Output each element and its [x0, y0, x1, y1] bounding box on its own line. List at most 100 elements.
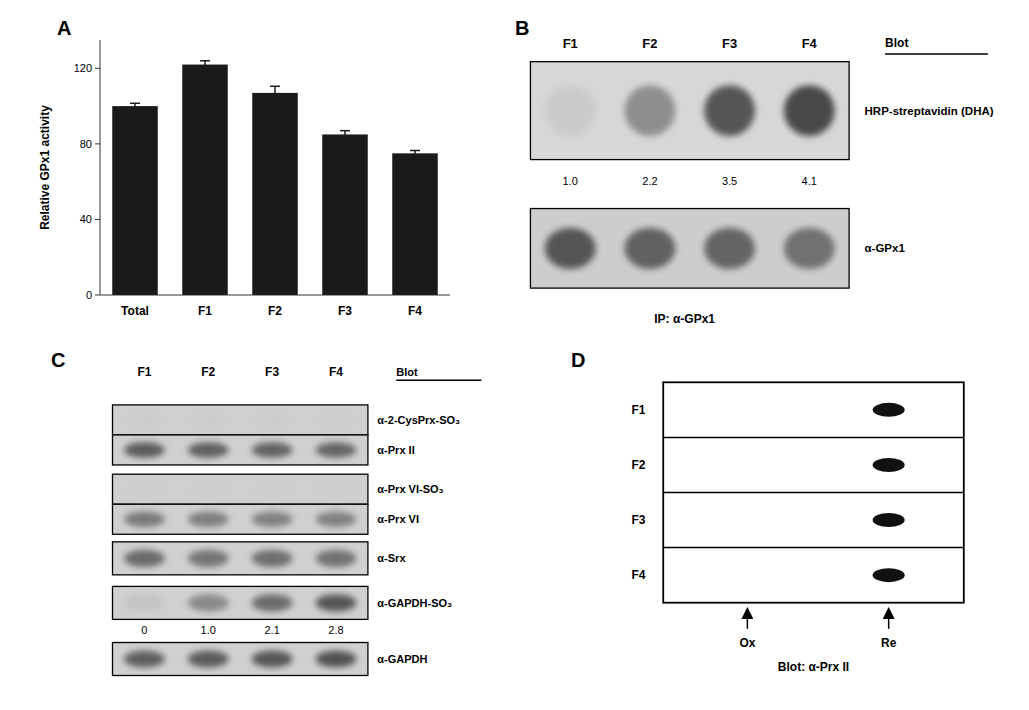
blot-box: [112, 474, 367, 504]
spot: [873, 568, 905, 582]
error-bar: [344, 131, 346, 139]
band-value: 1.0: [563, 175, 578, 187]
x-tick-label: Total: [121, 304, 149, 318]
blot-row: [112, 405, 367, 435]
blot-row: [112, 542, 367, 575]
band: [252, 412, 293, 428]
band-value: 4.1: [802, 175, 817, 187]
y-tick: [95, 219, 100, 220]
row-divider: [663, 437, 964, 439]
bands: [124, 511, 356, 527]
error-cap: [130, 103, 140, 105]
bands: [124, 442, 356, 458]
row-label: F1: [632, 403, 646, 417]
arrow: [888, 610, 890, 629]
bar: [182, 65, 228, 295]
blot-header: Blot: [885, 36, 908, 50]
blot-row: [112, 643, 367, 676]
row-label: F4: [632, 568, 646, 582]
lane-label: F1: [563, 36, 578, 51]
band: [784, 228, 835, 269]
band: [124, 481, 165, 497]
bands: [124, 650, 356, 667]
row-label: α-Prx VI-SO₃: [377, 483, 443, 495]
error-cap: [340, 137, 350, 139]
bands: [545, 85, 835, 136]
row-label: α-GAPDH: [377, 653, 427, 665]
x-tick-label: F4: [408, 304, 422, 318]
row-divider: [663, 547, 964, 549]
band: [784, 85, 835, 136]
row-label: HRP-streptavidin (DHA): [865, 105, 994, 117]
spot: [873, 513, 905, 527]
lane-label: F4: [329, 365, 343, 379]
blot-box: [112, 586, 367, 619]
panel-letter: B: [515, 17, 529, 39]
panel-letter: C: [51, 349, 65, 371]
band-value: 1.0: [201, 624, 216, 636]
bar: [252, 93, 298, 295]
error-bar: [134, 103, 136, 109]
blot-box: [112, 435, 367, 465]
figure: A04080120Relative GPx1 activityTotalF1F2…: [0, 0, 1029, 710]
band: [188, 550, 229, 567]
y-axis-label: Relative GPx1 activity: [38, 105, 52, 230]
bands: [124, 550, 356, 567]
band-value: 2.1: [264, 624, 279, 636]
band: [252, 442, 293, 458]
band: [124, 442, 165, 458]
band: [624, 85, 675, 136]
blot-box: [112, 643, 367, 676]
blot-row: [112, 435, 367, 465]
y-tick-label: 40: [80, 213, 92, 225]
lane-label: F3: [265, 365, 279, 379]
row-label: α-Prx II: [377, 444, 414, 456]
row-divider: [663, 492, 964, 494]
band: [545, 228, 596, 269]
band: [124, 594, 165, 611]
bands: [124, 594, 356, 611]
band: [704, 85, 755, 136]
row-label: α-GPx1: [865, 242, 906, 254]
panel-d: DF1F2F3F4OxReBlot: α-Prx II: [571, 349, 964, 674]
band: [188, 442, 229, 458]
x-tick-label: F2: [268, 304, 282, 318]
blot-row: [530, 209, 849, 289]
bar: [112, 106, 158, 295]
column-label: Ox: [739, 636, 755, 650]
bands: [124, 412, 356, 428]
band: [316, 481, 357, 497]
band: [188, 650, 229, 667]
bar: [392, 153, 438, 295]
band: [252, 511, 293, 527]
band: [316, 412, 357, 428]
band: [545, 85, 596, 136]
band: [188, 481, 229, 497]
band: [704, 228, 755, 269]
blot-box: [112, 504, 367, 534]
blot-row: 1.02.23.54.1: [530, 62, 849, 187]
arrow: [747, 610, 749, 629]
panel-a: A04080120Relative GPx1 activityTotalF1F2…: [38, 17, 450, 318]
error-cap: [130, 108, 140, 110]
error-cap: [200, 68, 210, 70]
band: [188, 594, 229, 611]
panel-letter: D: [571, 349, 585, 371]
x-tick-label: F1: [198, 304, 212, 318]
blot-header: Blot: [396, 366, 418, 378]
error-bar: [204, 61, 206, 69]
lane-label: F3: [722, 36, 737, 51]
lane-label: F2: [201, 365, 215, 379]
error-bar: [274, 86, 276, 99]
panel-c: CF1F2F3F4Blotα-2-CysPrx-SO₃α-Prx IIα-Prx…: [51, 349, 481, 676]
lane-label: F2: [642, 36, 657, 51]
band: [316, 650, 357, 667]
band: [188, 412, 229, 428]
band: [124, 412, 165, 428]
y-tick-label: 0: [86, 289, 92, 301]
plot-area: [112, 61, 438, 295]
blot-box: [530, 209, 849, 289]
blot-box: [112, 405, 367, 435]
bands: [545, 228, 835, 269]
lane-label: F4: [802, 36, 818, 51]
